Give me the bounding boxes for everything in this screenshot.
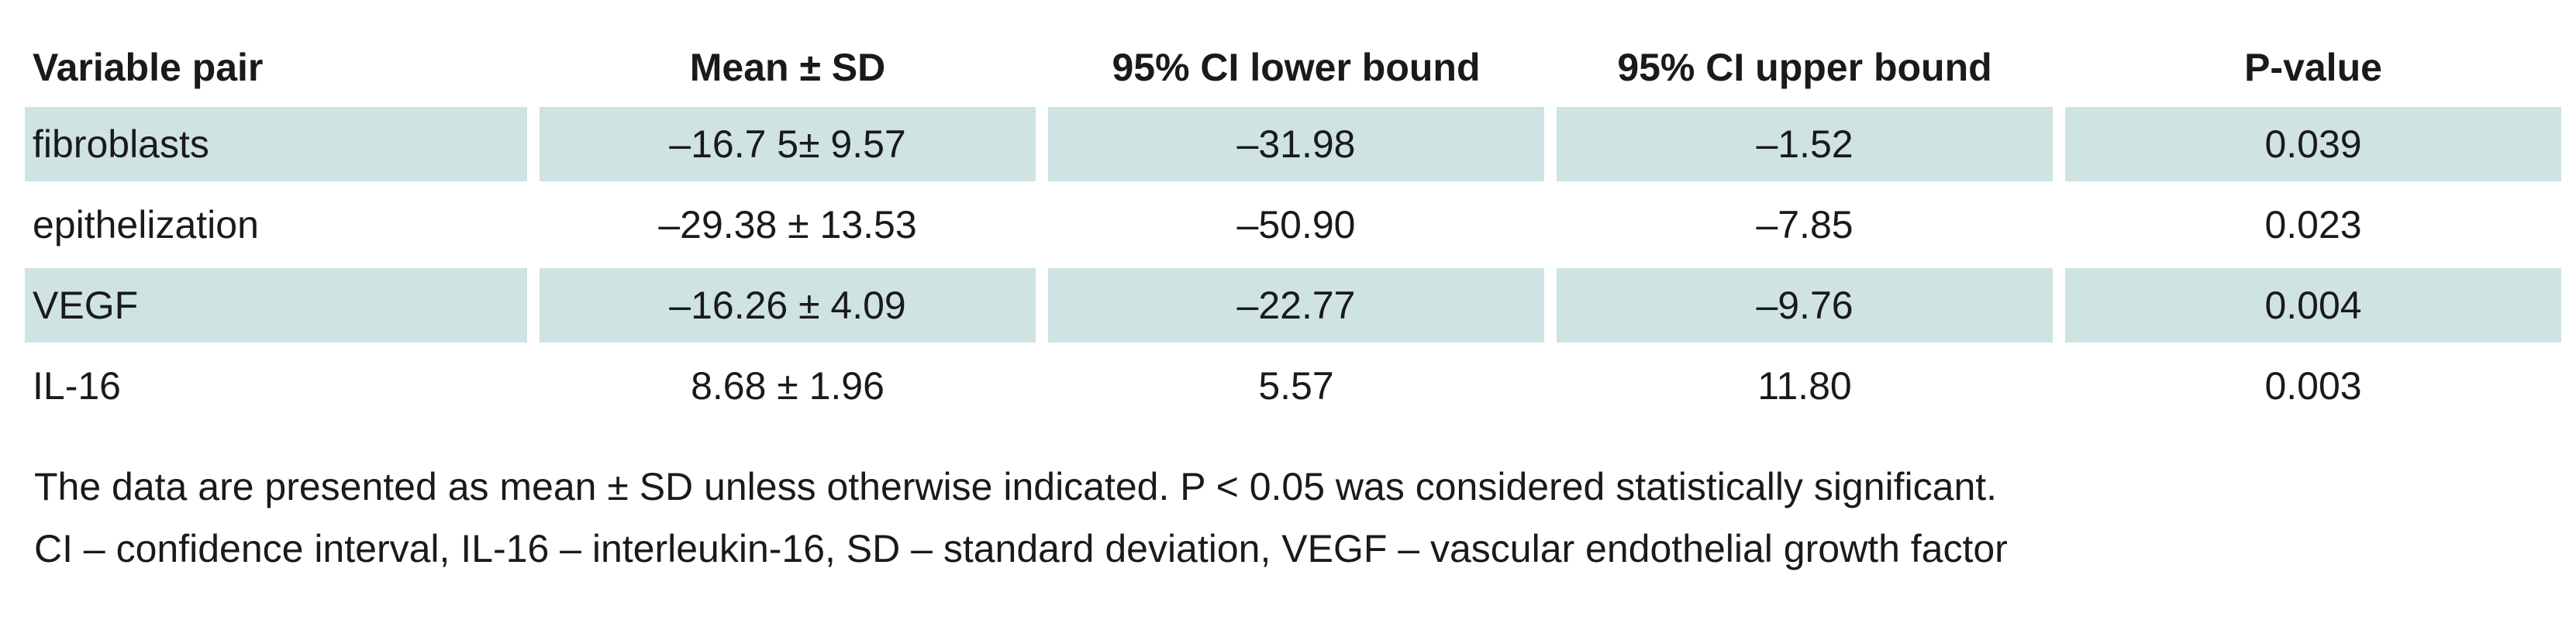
cell-ci-upper: –1.52 (1557, 107, 2053, 181)
cell-p-value: 0.003 (2264, 364, 2362, 408)
table-row: epithelization –29.38 ± 13.53 –50.90 –7.… (25, 188, 2561, 262)
cell-variable-pair: fibroblasts (25, 107, 527, 181)
table-footnotes: The data are presented as mean ± SD unle… (34, 456, 2008, 580)
cell-variable-pair: IL-16 (33, 364, 121, 408)
cell-p-value: 0.023 (2264, 203, 2362, 246)
header-mean-sd: Mean ± SD (689, 46, 886, 89)
header-variable-pair: Variable pair (33, 46, 264, 89)
cell-mean-sd: –16.26 ± 4.09 (540, 268, 1036, 343)
table-header-row: Variable pair Mean ± SD 95% CI lower bou… (25, 34, 2561, 101)
cell-p-value: 0.039 (2065, 107, 2561, 181)
cell-p-value: 0.004 (2065, 268, 2561, 343)
cell-ci-lower: –22.77 (1048, 268, 1544, 343)
cell-variable-pair: epithelization (33, 203, 259, 246)
cell-ci-upper: 11.80 (1757, 364, 1852, 408)
cell-mean-sd: –16.7 5± 9.57 (540, 107, 1036, 181)
header-p-value: P-value (2244, 46, 2382, 89)
cell-ci-upper: –9.76 (1557, 268, 2053, 343)
table-row: VEGF –16.26 ± 4.09 –22.77 –9.76 0.004 (25, 268, 2561, 343)
table-row: IL-16 8.68 ± 1.96 5.57 11.80 0.003 (25, 349, 2561, 423)
cell-ci-lower: 5.57 (1258, 364, 1334, 408)
results-table-container: Variable pair Mean ± SD 95% CI lower bou… (25, 28, 2561, 429)
header-ci-lower: 95% CI lower bound (1112, 46, 1481, 89)
cell-ci-lower: –50.90 (1236, 203, 1356, 246)
footnote-significance: The data are presented as mean ± SD unle… (34, 465, 1998, 508)
header-ci-upper: 95% CI upper bound (1617, 46, 1992, 89)
cell-ci-lower: –31.98 (1048, 107, 1544, 181)
cell-ci-upper: –7.85 (1756, 203, 1854, 246)
results-table: Variable pair Mean ± SD 95% CI lower bou… (12, 28, 2574, 429)
cell-mean-sd: –29.38 ± 13.53 (658, 203, 917, 246)
cell-mean-sd: 8.68 ± 1.96 (691, 364, 885, 408)
cell-variable-pair: VEGF (25, 268, 527, 343)
table-row: fibroblasts –16.7 5± 9.57 –31.98 –1.52 0… (25, 107, 2561, 181)
footnote-abbreviations: CI – confidence interval, IL-16 – interl… (34, 527, 2008, 570)
